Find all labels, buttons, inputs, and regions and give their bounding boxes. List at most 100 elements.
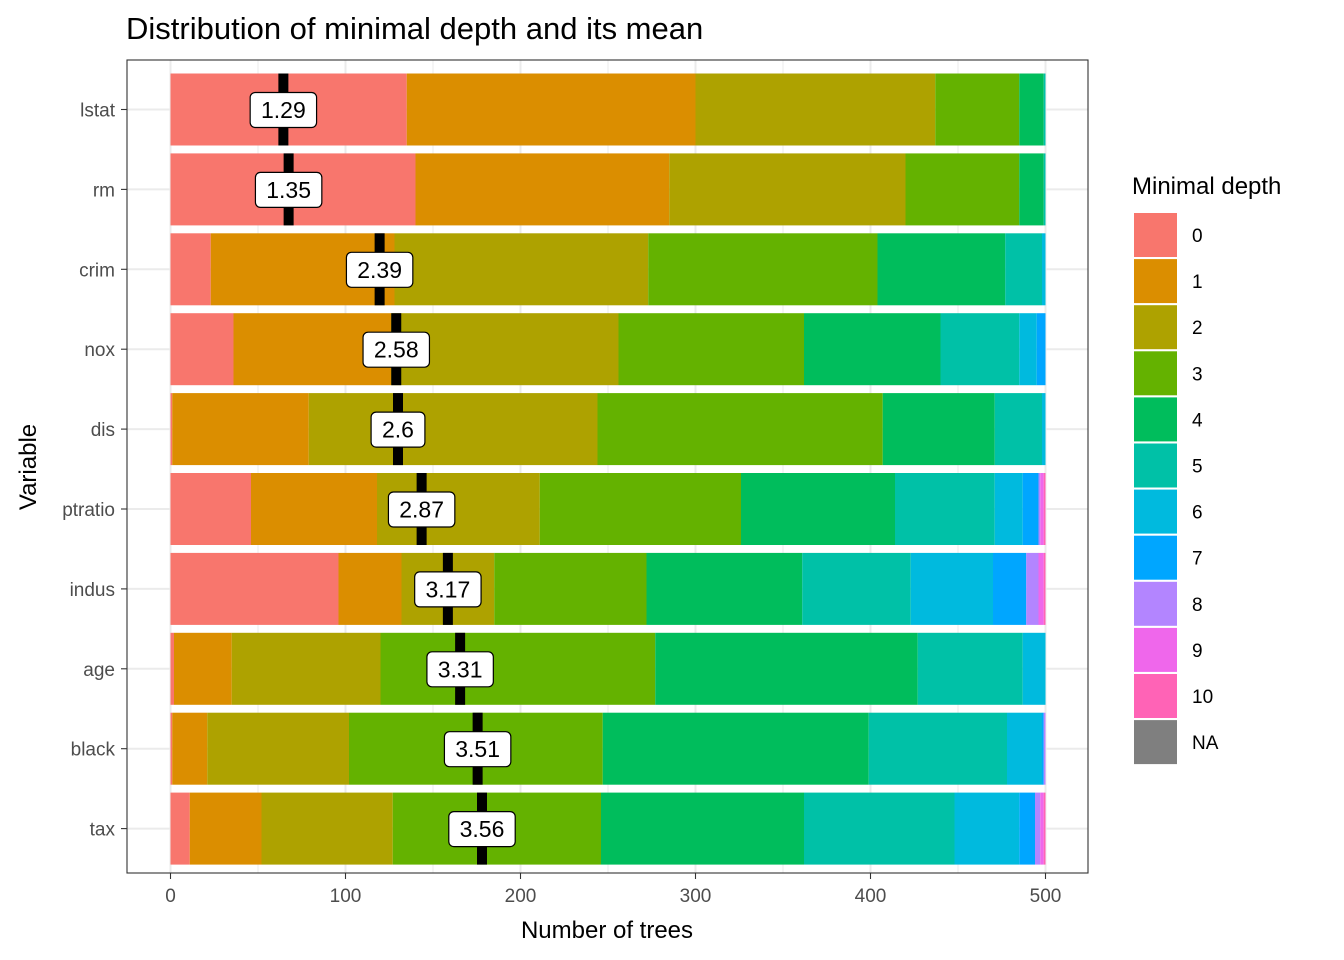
bar-segment-indus-depth-9 xyxy=(1038,552,1044,625)
bar-segment-ptratio-depth-8 xyxy=(1038,473,1041,545)
bar-segment-crim-depth-4 xyxy=(877,233,1006,306)
bar-segment-age-depth-2 xyxy=(231,632,381,705)
bar-segment-indus-depth-1 xyxy=(338,552,402,625)
y-tick-label-crim: crim xyxy=(79,260,115,281)
mean-label-ptratio: 2.87 xyxy=(399,497,444,523)
bar-segment-age-depth-4 xyxy=(655,632,918,705)
bar-segment-dis-depth-0 xyxy=(170,393,173,466)
mean-label-box-rm xyxy=(254,171,323,208)
bar-segment-nox-depth-6 xyxy=(1019,313,1037,386)
mean-label-box-nox xyxy=(362,331,431,368)
bar-segment-black-depth-1 xyxy=(172,712,208,785)
bar-segment-nox-depth-5 xyxy=(940,313,1020,386)
legend-label-10: 10 xyxy=(1192,687,1213,708)
bar-segment-nox-depth-3 xyxy=(618,313,804,386)
y-tick-label-indus: indus xyxy=(70,580,115,601)
legend-key-10 xyxy=(1134,674,1177,718)
bar-segment-crim-depth-6 xyxy=(1042,233,1046,306)
mean-label-age: 3.31 xyxy=(438,656,483,682)
legend-label-0: 0 xyxy=(1192,226,1203,247)
bar-segment-dis-depth-6 xyxy=(1042,393,1046,466)
mean-label-lstat: 1.29 xyxy=(261,97,306,123)
bar-segment-lstat-depth-2 xyxy=(695,73,936,146)
bar-segment-tax-depth-7 xyxy=(1019,792,1035,865)
bar-segment-crim-depth-2 xyxy=(394,233,649,306)
legend-key-3 xyxy=(1134,351,1177,396)
bar-segment-tax-depth-0 xyxy=(170,792,190,865)
mean-label-nox: 2.58 xyxy=(374,337,419,363)
x-axis: 0 100 200 300 400 500 xyxy=(165,873,1061,907)
mean-label-box-crim xyxy=(345,251,414,288)
legend-key-9 xyxy=(1134,627,1177,672)
x-tick-label-400: 400 xyxy=(855,886,887,907)
bar-segment-ptratio-depth-1 xyxy=(251,473,377,545)
legend-key-1 xyxy=(1134,259,1177,304)
bar-segment-ptratio-depth-7 xyxy=(1022,473,1039,545)
bar-segment-nox-depth-7 xyxy=(1036,313,1046,386)
legend-label-4: 4 xyxy=(1192,410,1203,431)
legend-title: Minimal depth xyxy=(1132,173,1281,200)
legend-key-4 xyxy=(1134,397,1177,442)
bar-segment-crim-depth-5 xyxy=(1005,233,1042,306)
mean-label-box-dis xyxy=(370,411,426,448)
bar-segment-black-depth-7 xyxy=(1042,712,1044,785)
y-tick-label-age: age xyxy=(83,660,115,681)
bar-segment-indus-depth-8 xyxy=(1026,552,1039,625)
x-tick-label-200: 200 xyxy=(505,886,537,907)
mean-label-tax: 3.56 xyxy=(460,816,505,842)
x-tick-label-300: 300 xyxy=(680,886,712,907)
bar-segment-tax-depth-8 xyxy=(1035,792,1041,865)
bar-segment-crim-depth-3 xyxy=(648,233,878,306)
bar-segment-ptratio-depth-3 xyxy=(539,473,741,545)
bar-segment-tax-depth-6 xyxy=(954,792,1020,865)
bar-segment-dis-depth-5 xyxy=(994,393,1042,466)
bar-segment-tax-depth-4 xyxy=(601,792,804,865)
y-tick-label-lstat: lstat xyxy=(80,101,116,122)
bar-segment-indus-depth-5 xyxy=(802,552,911,625)
bar-segment-tax-depth-10 xyxy=(1043,792,1046,865)
bar-segment-lstat-depth-3 xyxy=(935,73,1020,146)
y-axis: lstat rm crim nox dis ptratio indus age black tax xyxy=(62,101,127,841)
bar-segment-rm-depth-5 xyxy=(1043,153,1046,226)
x-tick-label-0: 0 xyxy=(165,886,176,907)
bar-segment-age-depth-5 xyxy=(917,632,1023,705)
y-tick-label-black: black xyxy=(71,740,116,761)
plot-panel-border xyxy=(126,59,1089,874)
legend-label-5: 5 xyxy=(1192,457,1203,478)
bar-segment-nox-depth-0 xyxy=(170,313,234,386)
bar-segment-rm-depth-4 xyxy=(1019,153,1044,226)
y-tick-label-ptratio: ptratio xyxy=(62,500,115,521)
y-tick-label-rm: rm xyxy=(93,180,115,201)
bar-segment-lstat-depth-5 xyxy=(1043,73,1046,146)
bar-segment-nox-depth-4 xyxy=(804,313,941,386)
bar-segment-black-depth-6 xyxy=(1007,712,1042,785)
mean-label-box-tax xyxy=(448,810,516,848)
mean-label-box-black xyxy=(443,731,512,768)
mean-label-box-age xyxy=(426,651,494,688)
legend-label-NA: NA xyxy=(1192,733,1219,754)
legend-key-8 xyxy=(1134,581,1177,626)
bar-segment-ptratio-depth-9 xyxy=(1040,473,1044,545)
legend-label-3: 3 xyxy=(1192,364,1203,385)
bar-segment-dis-depth-3 xyxy=(597,393,883,466)
y-tick-label-dis: dis xyxy=(91,420,115,441)
x-tick-label-500: 500 xyxy=(1030,886,1062,907)
bar-segment-indus-depth-6 xyxy=(910,552,993,625)
bar-segment-crim-depth-0 xyxy=(170,233,211,306)
bar-segment-rm-depth-3 xyxy=(905,153,1020,226)
bar-segment-black-depth-4 xyxy=(602,712,869,785)
bar-segment-indus-depth-0 xyxy=(170,552,339,625)
chart-title: Distribution of minimal depth and its me… xyxy=(126,11,703,46)
bar-segment-dis-depth-2 xyxy=(308,393,598,466)
bar-segment-black-depth-2 xyxy=(207,712,349,785)
legend-key-7 xyxy=(1134,535,1177,580)
legend-key-0 xyxy=(1134,213,1177,257)
legend: Minimal depth 0 1 2 3 4 5 6 7 8 9 10 NA xyxy=(1132,173,1281,765)
bar-segment-tax-depth-9 xyxy=(1040,792,1044,865)
bar-segment-indus-depth-7 xyxy=(993,552,1027,625)
legend-key-NA xyxy=(1134,720,1177,765)
bar-segment-black-depth-8 xyxy=(1043,712,1046,785)
legend-label-2: 2 xyxy=(1192,318,1203,339)
mean-label-dis: 2.6 xyxy=(382,417,414,443)
